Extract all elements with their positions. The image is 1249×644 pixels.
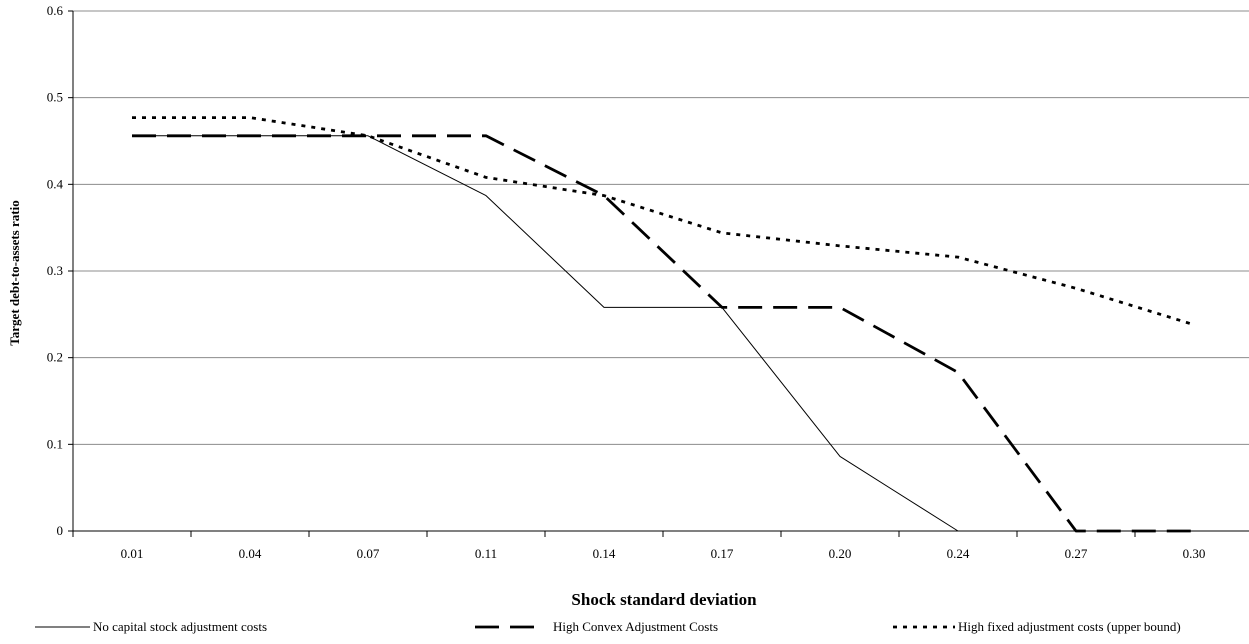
- legend-label: High Convex Adjustment Costs: [553, 619, 718, 634]
- x-tick-label: 0.14: [593, 546, 616, 561]
- y-tick-label: 0.5: [47, 90, 63, 105]
- y-tick-label: 0.2: [47, 350, 63, 365]
- legend-label: High fixed adjustment costs (upper bound…: [958, 619, 1181, 634]
- x-tick-label: 0.04: [239, 546, 262, 561]
- x-tick-label: 0.30: [1183, 546, 1206, 561]
- legend: No capital stock adjustment costs High Co…: [35, 619, 1181, 634]
- axes: [68, 10, 1249, 537]
- x-tick-label: 0.20: [829, 546, 852, 561]
- series-lines: [132, 116, 1195, 533]
- series-line-2: [132, 134, 1194, 533]
- x-tick-label: 0.11: [475, 546, 497, 561]
- tick-labels: 0 0.1 0.2 0.3 0.4 0.5 0.6 0.01 0.04 0.07 0.11 0.14 0…: [47, 3, 1206, 561]
- legend-item: High Convex Adjustment Costs: [475, 619, 718, 634]
- y-tick-label: 0.3: [47, 263, 63, 278]
- legend-item: No capital stock adjustment costs: [35, 619, 267, 634]
- y-tick-label: 0: [57, 523, 64, 538]
- x-tick-label: 0.01: [121, 546, 144, 561]
- legend-item: High fixed adjustment costs (upper bound…: [893, 619, 1181, 634]
- y-tick-label: 0.6: [47, 3, 64, 18]
- y-tick-label: 0.4: [47, 176, 64, 191]
- x-axis-title: Shock standard deviation: [571, 590, 757, 609]
- x-tick-label: 0.27: [1065, 546, 1088, 561]
- series-line-1: [132, 135, 1194, 532]
- x-tick-label: 0.07: [357, 546, 380, 561]
- legend-label: No capital stock adjustment costs: [93, 619, 267, 634]
- y-axis-title: Target debt-to-assets ratio: [7, 200, 22, 345]
- y-tick-label: 0.1: [47, 436, 63, 451]
- gridlines: [73, 10, 1249, 445]
- x-tick-label: 0.24: [947, 546, 970, 561]
- series-line-3: [132, 116, 1195, 327]
- x-tick-label: 0.17: [711, 546, 734, 561]
